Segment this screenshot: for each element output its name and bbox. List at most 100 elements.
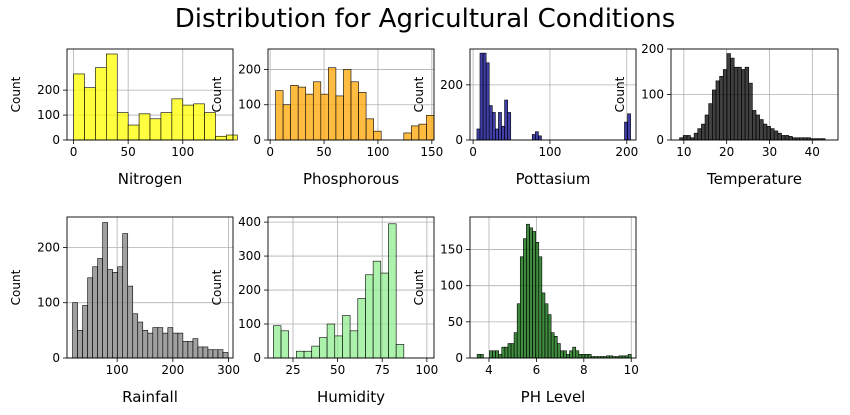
histogram-bar: [217, 349, 224, 359]
histogram-bar: [507, 343, 512, 359]
subplot-3: 10 20 30 40 0 100 200 Temperature Count: [613, 42, 839, 188]
axes-frame: [469, 48, 637, 141]
histogram-bar: [177, 332, 184, 359]
y-tick-label: 200: [37, 83, 60, 97]
histogram-bar: [784, 135, 790, 141]
y-tick-label: 200: [238, 283, 261, 297]
x-tick-label: 6: [533, 363, 541, 377]
y-axis-label: Count: [9, 76, 23, 112]
histogram-bar: [365, 118, 374, 141]
histogram-bar: [627, 113, 631, 141]
histogram-bar: [138, 113, 151, 141]
subplot-0: 0 50 100 0 100 200 Nitrogen Count: [9, 48, 238, 188]
histogram-bar: [343, 69, 352, 141]
histogram-bar: [479, 354, 484, 359]
histogram-bar: [516, 303, 521, 359]
histogram-bar: [686, 135, 691, 141]
histogram-bar: [581, 354, 586, 359]
histogram-bar: [535, 242, 540, 359]
histogram-bar: [193, 103, 205, 141]
histogram-bar: [328, 67, 337, 141]
histogram-bar: [172, 332, 179, 359]
histogram-bar: [529, 227, 533, 359]
histogram-bar: [535, 131, 539, 141]
histogram-bar: [693, 132, 699, 141]
histogram-bar: [584, 354, 589, 359]
histogram-bar: [682, 135, 688, 141]
histogram-bar: [275, 90, 284, 141]
histogram-bar: [730, 57, 735, 141]
histogram-bar: [733, 66, 739, 141]
histogram-bar: [748, 82, 753, 141]
histogram-bar: [182, 341, 189, 359]
histogram-bar: [197, 346, 204, 359]
x-axis-label: Temperature: [706, 170, 802, 188]
histogram-bar: [342, 315, 351, 359]
y-axis-label: Count: [210, 269, 224, 305]
histogram-bar: [182, 104, 194, 141]
histogram-bar: [335, 95, 344, 141]
y-axis-label: Count: [613, 76, 627, 112]
y-tick-label: 0: [455, 133, 463, 147]
histogram-bar: [127, 285, 134, 359]
histogram-bar: [563, 350, 567, 359]
histogram-bar: [107, 269, 113, 359]
x-tick-label: 8: [580, 363, 588, 377]
histogram-bar: [160, 112, 173, 141]
axes-frame: [469, 216, 637, 359]
x-axis-label: Phosphorous: [303, 170, 399, 188]
histogram-bar: [357, 298, 366, 359]
histogram-bar: [305, 93, 314, 141]
y-axis-label: Count: [210, 76, 224, 112]
y-tick-label: 200: [641, 42, 664, 56]
x-tick-label: 100: [415, 363, 438, 377]
histogram-bar: [547, 314, 552, 359]
histogram-bar: [334, 335, 343, 359]
histogram-bar: [510, 343, 515, 359]
histogram-bar: [526, 223, 530, 359]
histogram-bar: [127, 124, 140, 141]
histogram-bar: [116, 112, 129, 141]
x-tick-label: 100: [171, 145, 194, 159]
histogram-bar: [73, 73, 85, 141]
histogram-bar: [326, 323, 336, 359]
histogram-bar: [587, 354, 592, 359]
y-axis-label: Count: [412, 269, 426, 305]
histogram-bar: [491, 112, 496, 141]
x-tick-label: 75: [375, 363, 390, 377]
histogram-bar: [418, 123, 427, 141]
histogram-bar: [280, 330, 290, 359]
histogram-bar: [380, 272, 389, 359]
histogram-bar: [388, 223, 397, 359]
x-tick-label: 100: [106, 363, 129, 377]
x-tick-label: 100: [366, 145, 389, 159]
histogram-bar: [501, 346, 506, 359]
x-axis-label: PH Level: [521, 388, 586, 406]
x-axis-label: Humidity: [317, 388, 385, 406]
histogram-bar: [519, 256, 524, 359]
histogram-bar: [755, 114, 760, 141]
histogram-bar: [737, 66, 742, 141]
y-tick-label: 0: [253, 351, 261, 365]
histogram-bar: [137, 321, 144, 359]
x-tick-label: 0: [266, 145, 274, 159]
histogram-bar: [365, 274, 374, 359]
y-tick-label: 100: [440, 279, 463, 293]
histogram-bar: [296, 350, 305, 359]
histogram-bar: [572, 346, 577, 359]
x-tick-label: 100: [538, 145, 561, 159]
histogram-bar: [504, 346, 509, 359]
histogram-bar: [204, 112, 216, 141]
histogram-bar: [578, 354, 583, 359]
histogram-bar: [523, 238, 527, 359]
histogram-bar: [569, 350, 573, 359]
y-tick-label: 100: [641, 88, 664, 102]
histogram-bar: [541, 292, 546, 359]
histogram-bar: [273, 325, 282, 359]
histogram-bar: [488, 105, 493, 141]
histogram-bar: [479, 52, 484, 141]
x-tick-label: 20: [719, 145, 734, 159]
histogram-bar: [117, 266, 124, 359]
y-tick-label: 0: [455, 351, 463, 365]
